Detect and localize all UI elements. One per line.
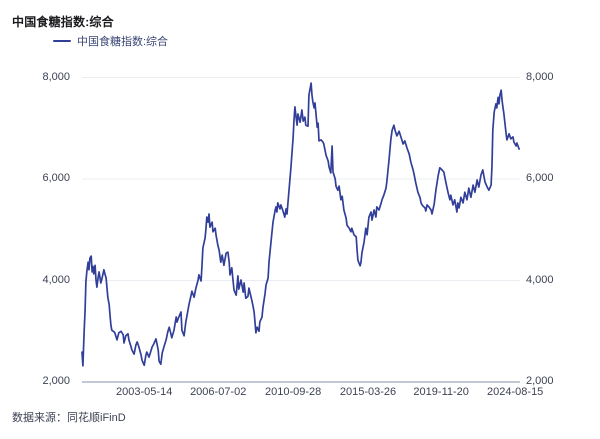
y-axis-label-left: 6,000: [42, 172, 70, 184]
legend-label: 中国食糖指数:综合: [77, 36, 169, 48]
y-axis-label-left: 4,000: [42, 273, 70, 286]
x-axis-label: 2003-05-14: [116, 386, 173, 398]
y-axis-label-left: 8,000: [42, 70, 70, 83]
x-axis-label: 2015-03-26: [339, 386, 397, 398]
x-axis-label: 2010-09-28: [264, 386, 322, 398]
y-axis-label-right: 6,000: [526, 172, 554, 184]
page-title: 中国食糖指数:综合: [12, 15, 114, 29]
y-axis-label-right: 8,000: [526, 70, 554, 83]
x-axis-label: 2019-11-20: [413, 386, 469, 398]
x-axis-label: 2006-07-02: [190, 386, 247, 398]
legend-line-icon: [53, 40, 71, 42]
price-line: [81, 82, 520, 367]
legend: 中国食糖指数:综合: [53, 33, 168, 49]
y-axis-label-right: 4,000: [526, 273, 554, 286]
data-source-note: 数据来源：同花顺iFinD: [12, 412, 126, 424]
y-axis-label-left: 2,000: [42, 375, 70, 387]
x-axis-label: 2024-08-15: [487, 386, 544, 398]
y-axis-label-right: 2,000: [526, 375, 554, 387]
